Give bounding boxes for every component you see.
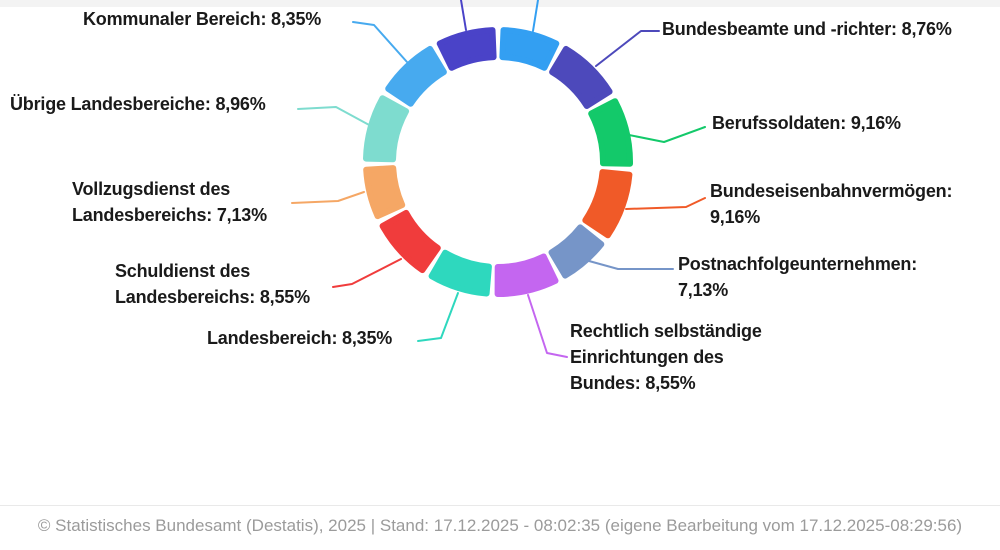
label-rechtlich-selbstaendige-einrichtungen: Rechtlich selbständige Einrichtungen des… xyxy=(570,321,762,393)
label-bundeseisenbahnvermoegen: Bundeseisenbahnvermögen: 9,16% xyxy=(710,181,953,227)
leader-line-landesbereich xyxy=(417,292,459,342)
donut-segment-unlabeled-top-left[interactable] xyxy=(436,27,497,71)
label-uebrige-landesbereiche: Übrige Landesbereiche: 8,96% xyxy=(10,94,266,114)
donut-segment-unlabeled-top-right[interactable] xyxy=(499,27,560,71)
leader-line-uebrige-landesbereiche xyxy=(297,106,372,127)
leader-line-kommunaler-bereich xyxy=(352,21,408,63)
donut-segment-landesbereich[interactable] xyxy=(428,249,492,297)
donut-segment-kommunaler-bereich[interactable] xyxy=(385,45,447,107)
leader-line-bundesbeamte-und-richter xyxy=(595,30,660,67)
label-vollzugsdienst-des-landesbereichs: Vollzugsdienst des Landesbereichs: 7,13% xyxy=(72,179,267,225)
donut-segment-vollzugsdienst-des-landesbereichs[interactable] xyxy=(363,165,406,220)
label-berufssoldaten: Berufssoldaten: 9,16% xyxy=(712,113,901,133)
donut-segment-schuldienst-des-landesbereichs[interactable] xyxy=(379,209,441,274)
footer-attribution: © Statistisches Bundesamt (Destatis), 20… xyxy=(37,516,963,535)
donut-segment-bundesbeamte-und-richter[interactable] xyxy=(549,45,613,109)
donut-segment-uebrige-landesbereiche[interactable] xyxy=(363,95,410,163)
label-kommunaler-bereich: Kommunaler Bereich: 8,35% xyxy=(83,9,322,29)
donut-segment-postnachfolgeunternehmen[interactable] xyxy=(548,224,605,279)
donut-segment-bundeseisenbahnvermoegen[interactable] xyxy=(582,169,633,239)
leader-line-rechtlich-selbstaendige-einrichtungen-des-bundes xyxy=(527,294,568,358)
leader-line-vollzugsdienst-des-landesbereichs xyxy=(291,191,365,204)
leader-line-schuldienst-des-landesbereichs xyxy=(332,258,402,288)
label-landesbereich: Landesbereich: 8,35% xyxy=(207,328,393,348)
label-postnachfolgeunternehmen: Postnachfolgeunternehmen: 7,13% xyxy=(678,254,918,300)
leader-line-bundeseisenbahnvermoegen xyxy=(625,197,706,210)
leader-line-postnachfolgeunternehmen xyxy=(588,260,674,270)
donut-segment-rechtlich-selbstaendige-einrichtungen-des-bundes[interactable] xyxy=(494,253,559,298)
leader-line-unlabeled-top-right xyxy=(532,0,539,32)
label-schuldienst-des-landesbereichs: Schuldienst des Landesbereichs: 8,55% xyxy=(115,261,310,307)
footer-divider xyxy=(0,505,1000,506)
top-edge-band xyxy=(0,0,1000,7)
leader-line-unlabeled-top-left xyxy=(460,0,467,31)
label-bundesbeamte-und-richter: Bundesbeamte und -richter: 8,76% xyxy=(662,19,952,39)
donut-segment-berufssoldaten[interactable] xyxy=(588,98,634,167)
leader-line-berufssoldaten xyxy=(628,126,706,143)
